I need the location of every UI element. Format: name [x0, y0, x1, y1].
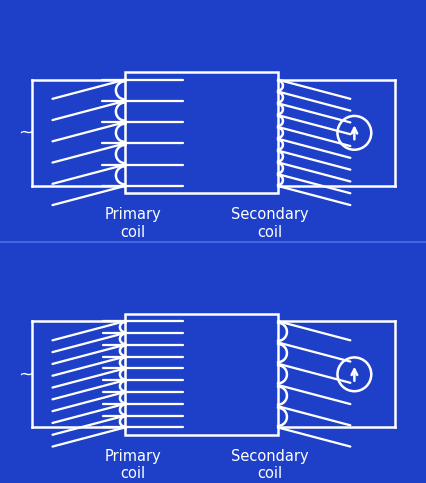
Text: Primary
coil: Primary coil: [104, 449, 161, 481]
Text: Secondary
coil: Secondary coil: [230, 207, 308, 240]
Bar: [125, 72, 277, 193]
Text: ~: ~: [17, 124, 32, 142]
Text: Secondary
coil: Secondary coil: [230, 449, 308, 481]
Text: Primary
coil: Primary coil: [104, 207, 161, 240]
Text: ~: ~: [17, 365, 32, 384]
Bar: [125, 314, 277, 435]
